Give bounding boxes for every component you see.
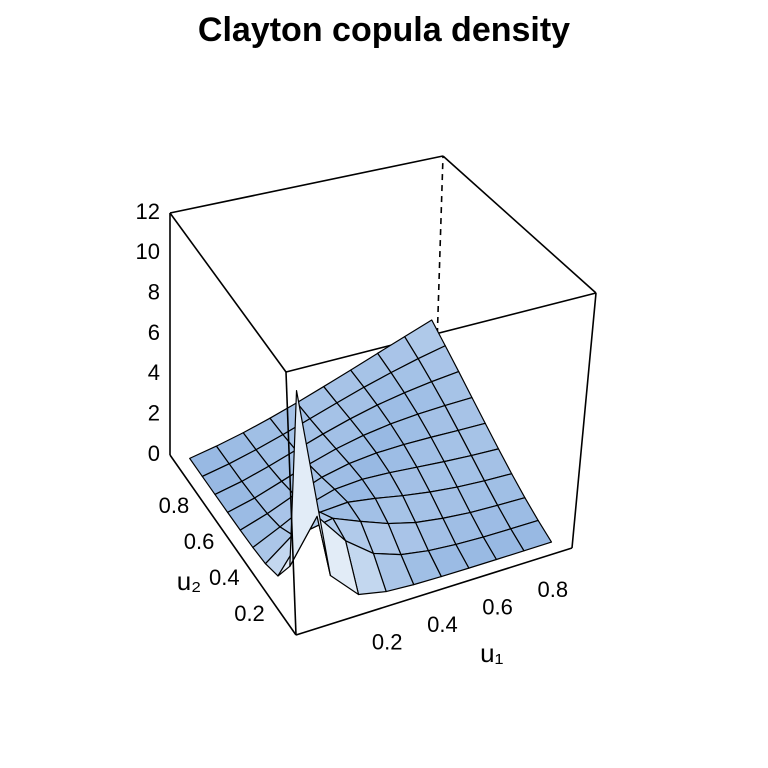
x-tick-label: 0.8 xyxy=(538,577,569,602)
box-edge xyxy=(295,547,573,636)
y-axis-label: u₂ xyxy=(177,566,202,596)
box-edge xyxy=(285,292,597,373)
z-tick-label: 2 xyxy=(148,400,160,425)
box-edge xyxy=(442,155,597,294)
y-tick-label: 0.4 xyxy=(209,565,240,590)
z-tick-label: 12 xyxy=(136,199,160,224)
box-edge xyxy=(169,155,444,214)
box-edge xyxy=(571,292,597,549)
y-tick-label: 0.8 xyxy=(159,493,190,518)
box-edge xyxy=(285,371,297,636)
z-tick-label: 4 xyxy=(148,360,160,385)
x-axis-label: u₁ xyxy=(480,638,503,668)
surface-cell xyxy=(289,390,331,577)
box-edge xyxy=(436,155,444,346)
z-tick-label: 6 xyxy=(148,320,160,345)
chart-title: Clayton copula density xyxy=(198,11,570,49)
x-tick-label: 0.2 xyxy=(372,629,403,654)
y-tick-label: 0.2 xyxy=(234,601,265,626)
box-edge xyxy=(169,454,297,636)
x-tick-label: 0.4 xyxy=(427,612,458,637)
z-tick-label: 0 xyxy=(148,441,160,466)
y-tick-label: 0.6 xyxy=(184,529,215,554)
z-tick-label: 8 xyxy=(148,279,160,304)
box-edge xyxy=(169,212,287,373)
z-tick-label: 10 xyxy=(136,239,160,264)
x-tick-label: 0.6 xyxy=(482,595,513,620)
